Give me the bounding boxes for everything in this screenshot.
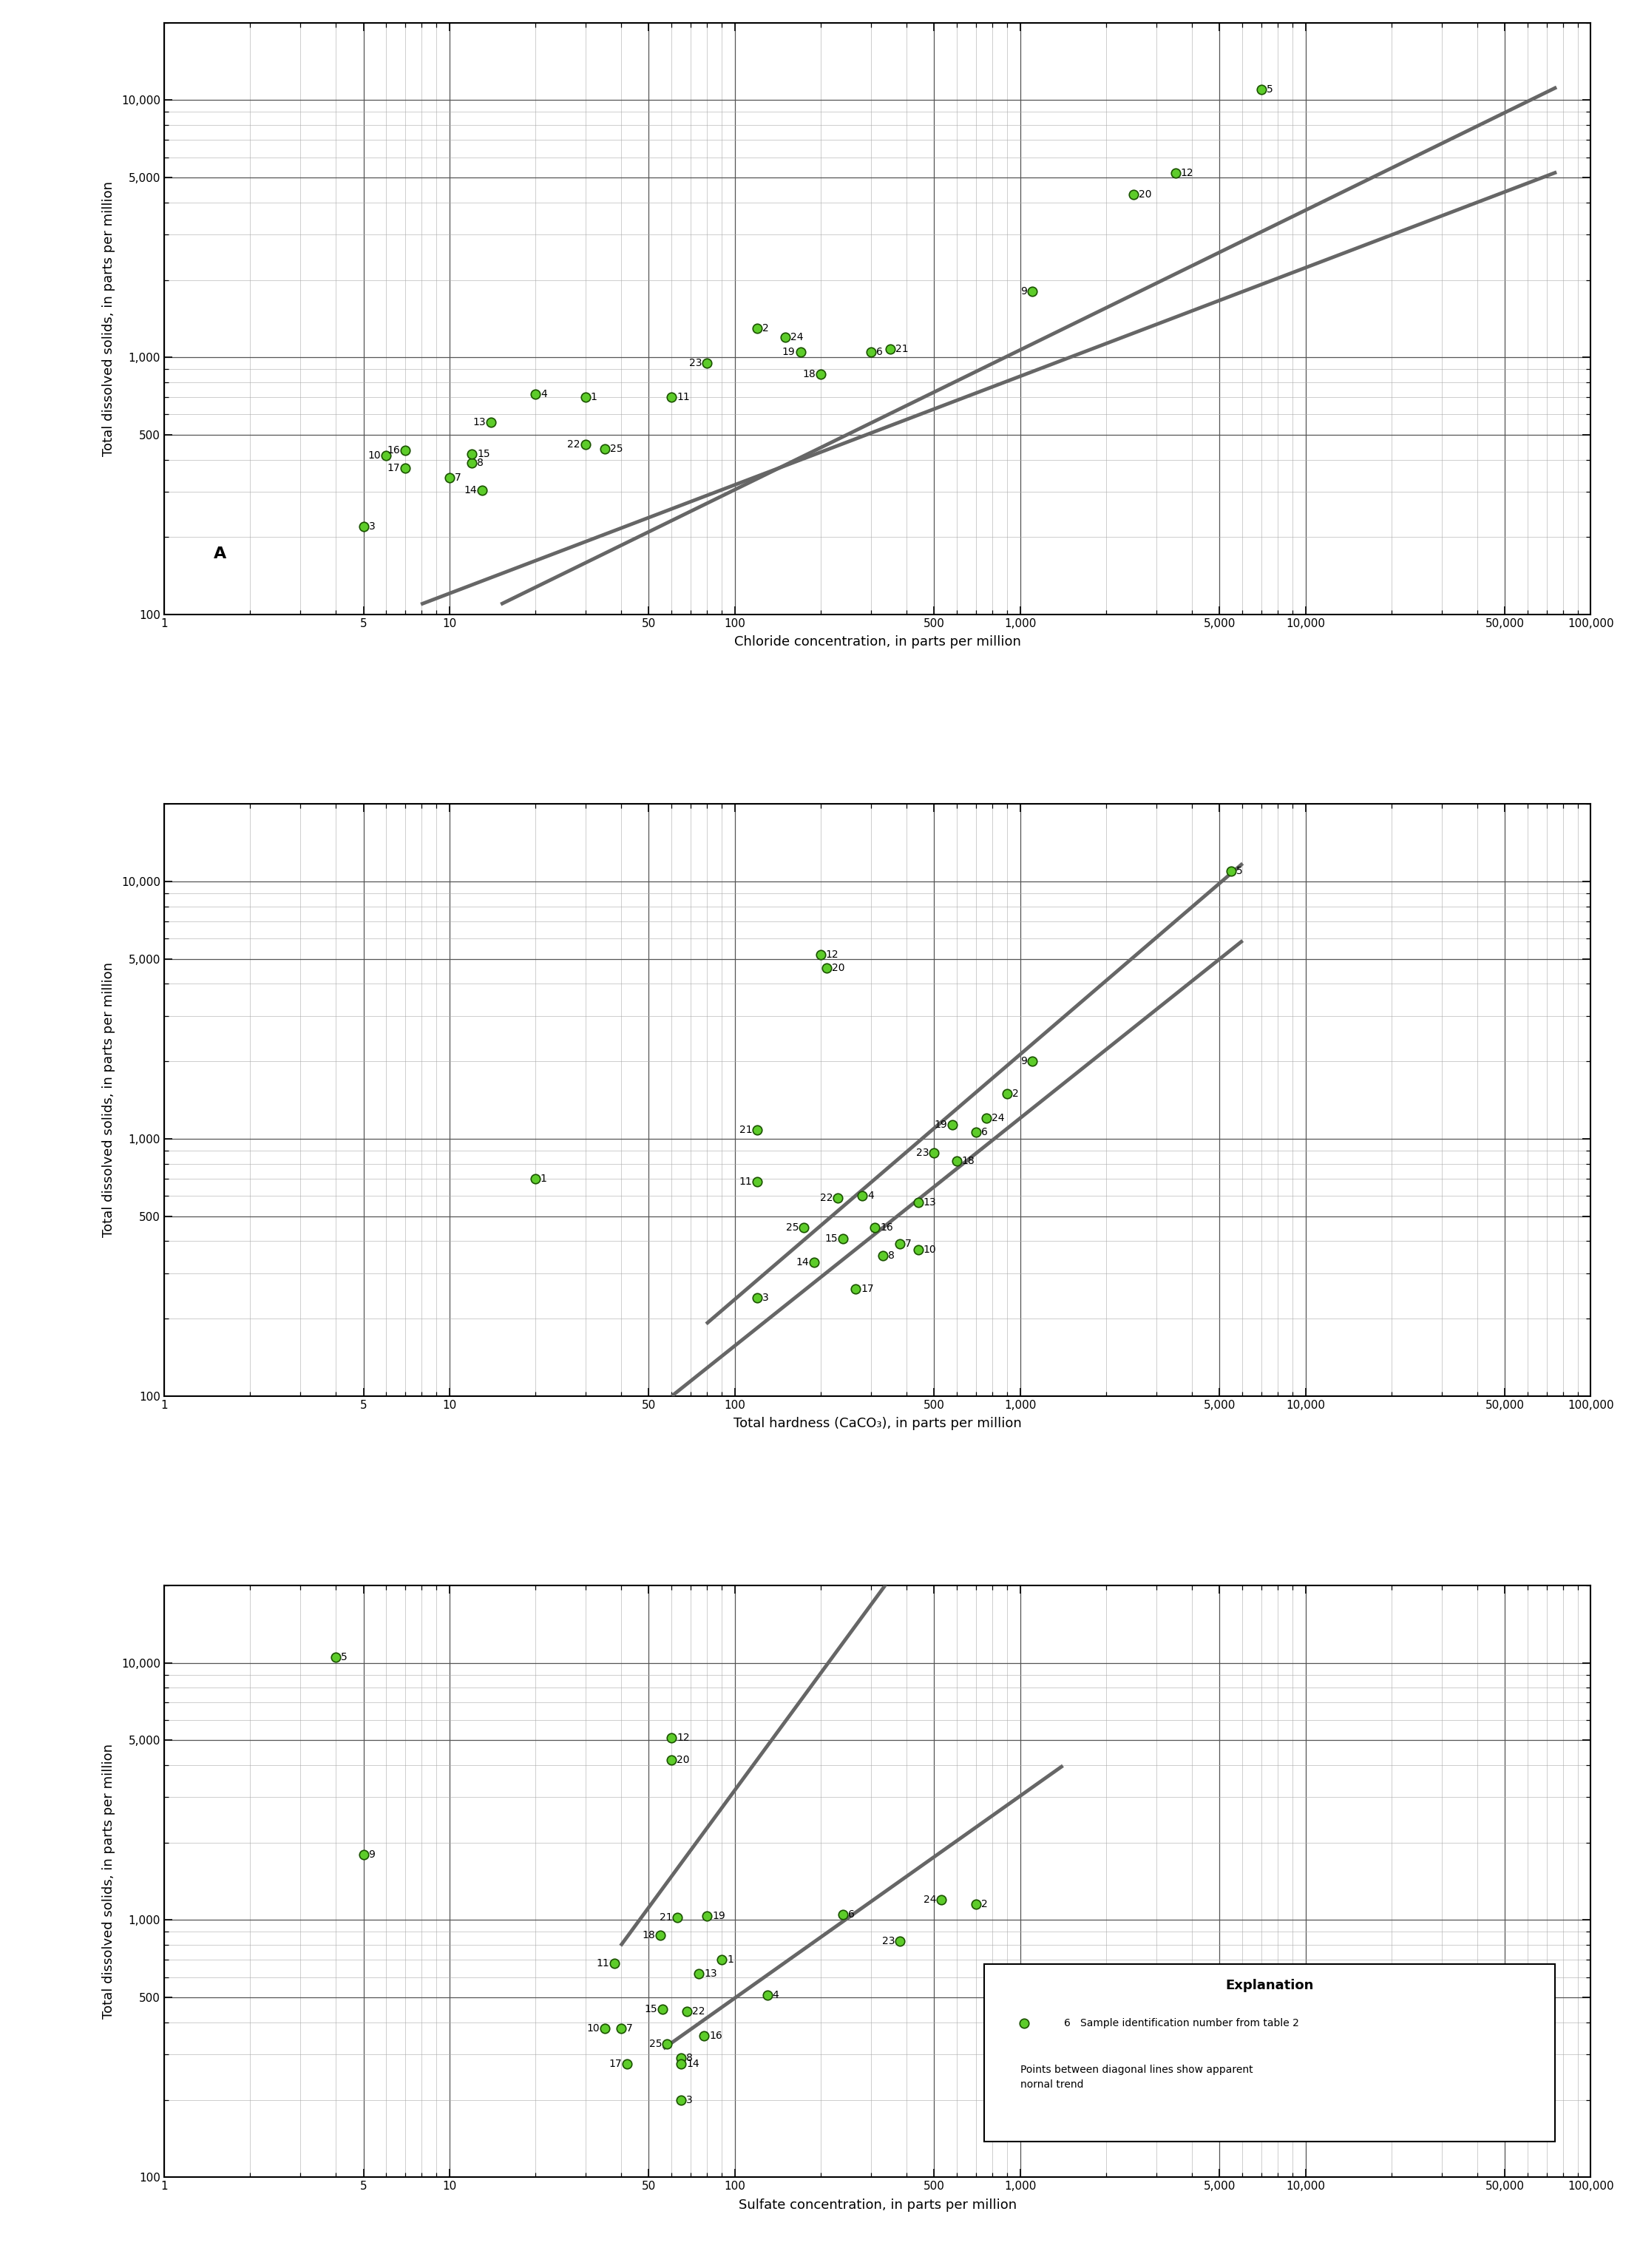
Text: 25: 25: [649, 2039, 663, 2048]
Text: 19: 19: [782, 347, 795, 356]
Text: 16: 16: [708, 2030, 722, 2041]
Y-axis label: Total dissolved solids, in parts per million: Total dissolved solids, in parts per mil…: [102, 962, 115, 1238]
Bar: [984, 1964, 1555, 2141]
X-axis label: Sulfate concentration, in parts per million: Sulfate concentration, in parts per mill…: [738, 2198, 1017, 2211]
Text: 19: 19: [712, 1910, 725, 1921]
Y-axis label: Total dissolved solids, in parts per million: Total dissolved solids, in parts per mil…: [102, 1744, 115, 2019]
Text: 1: 1: [541, 1173, 548, 1184]
Text: 13: 13: [923, 1198, 936, 1207]
Text: 2: 2: [981, 1898, 987, 1910]
X-axis label: Total hardness (CaCO₃), in parts per million: Total hardness (CaCO₃), in parts per mil…: [733, 1418, 1022, 1431]
Text: 25: 25: [786, 1222, 799, 1234]
Text: 11: 11: [597, 1957, 610, 1969]
Text: 6: 6: [848, 1910, 854, 1919]
Text: 10: 10: [923, 1245, 936, 1254]
Text: 22: 22: [567, 440, 581, 449]
Text: 24: 24: [923, 1894, 936, 1905]
Text: 10: 10: [367, 451, 380, 460]
Text: 14: 14: [687, 2059, 700, 2068]
Text: 10: 10: [587, 2023, 600, 2034]
Text: 24: 24: [991, 1114, 1004, 1123]
Text: 21: 21: [659, 1912, 672, 1923]
Text: 9: 9: [369, 1848, 376, 1860]
Y-axis label: Total dissolved solids, in parts per million: Total dissolved solids, in parts per mil…: [102, 181, 115, 456]
Text: 15: 15: [825, 1234, 838, 1243]
Text: 1: 1: [590, 392, 597, 401]
Text: 20: 20: [831, 964, 845, 973]
Text: 23: 23: [882, 1935, 895, 1946]
Text: 22: 22: [692, 2007, 705, 2016]
Text: 5: 5: [341, 1651, 348, 1662]
Text: 8: 8: [477, 458, 484, 467]
Text: 9: 9: [1020, 1057, 1027, 1066]
Text: 7: 7: [626, 2023, 633, 2034]
Text: 12: 12: [677, 1733, 689, 1744]
Text: 18: 18: [963, 1157, 976, 1166]
Text: 5: 5: [1237, 866, 1243, 875]
Text: 14: 14: [795, 1256, 809, 1268]
Text: 16: 16: [387, 445, 400, 456]
Text: 11: 11: [740, 1177, 753, 1186]
Text: 2: 2: [1012, 1089, 1018, 1098]
Text: 3: 3: [687, 2096, 694, 2105]
Text: 20: 20: [1138, 188, 1151, 200]
Text: 3: 3: [369, 522, 376, 531]
Text: A: A: [213, 547, 226, 562]
Text: 16: 16: [881, 1222, 894, 1234]
Text: 5: 5: [1266, 84, 1273, 95]
Text: 4: 4: [541, 388, 546, 399]
Text: 19: 19: [935, 1120, 948, 1129]
Text: 3: 3: [763, 1293, 769, 1304]
Text: 8: 8: [687, 2053, 694, 2064]
Text: 13: 13: [472, 417, 485, 426]
Text: 2: 2: [763, 322, 769, 333]
Text: 17: 17: [387, 463, 400, 474]
Text: Explanation: Explanation: [1225, 1980, 1314, 1991]
Text: 7: 7: [905, 1238, 912, 1250]
Text: 25: 25: [610, 445, 623, 454]
Text: 17: 17: [861, 1284, 874, 1295]
Text: 4: 4: [772, 1989, 779, 2000]
Text: 1: 1: [727, 1955, 733, 1964]
Text: 23: 23: [917, 1148, 928, 1159]
Text: 7: 7: [454, 472, 461, 483]
Text: 12: 12: [1181, 168, 1194, 179]
Text: 6   Sample identification number from table 2: 6 Sample identification number from tabl…: [1064, 2019, 1299, 2028]
Text: 9: 9: [1020, 286, 1027, 297]
Text: 22: 22: [820, 1193, 833, 1202]
Text: 21: 21: [740, 1125, 753, 1136]
Text: 13: 13: [704, 1969, 717, 1978]
Text: 4: 4: [868, 1191, 874, 1202]
Text: 8: 8: [887, 1252, 894, 1261]
Text: 6: 6: [981, 1127, 987, 1136]
Text: 24: 24: [790, 331, 804, 342]
Text: 6: 6: [876, 347, 882, 356]
Text: 15: 15: [645, 2005, 658, 2014]
Text: 17: 17: [608, 2059, 622, 2068]
Text: Points between diagonal lines show apparent
nornal trend: Points between diagonal lines show appar…: [1020, 2064, 1253, 2089]
Text: 11: 11: [677, 392, 690, 401]
Text: 14: 14: [464, 485, 477, 494]
Text: 18: 18: [643, 1930, 656, 1941]
Text: 21: 21: [895, 342, 909, 354]
Text: 20: 20: [677, 1755, 689, 1765]
Text: 18: 18: [802, 370, 815, 379]
Text: 23: 23: [689, 358, 702, 367]
Text: 15: 15: [477, 449, 490, 460]
X-axis label: Chloride concentration, in parts per million: Chloride concentration, in parts per mil…: [735, 635, 1020, 649]
Text: 12: 12: [827, 950, 838, 959]
